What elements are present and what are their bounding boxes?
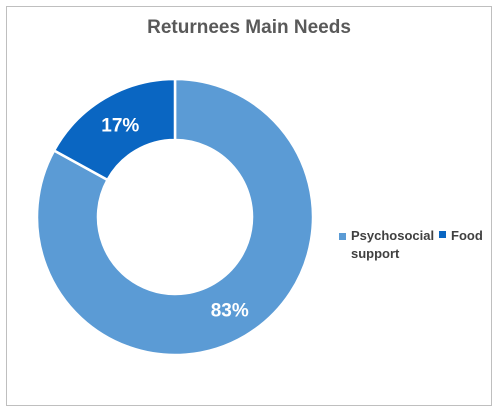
chart-title: Returnees Main Needs (147, 17, 351, 38)
slice-psychosocial (35, 77, 315, 357)
legend-label-food: Food (451, 228, 483, 243)
data-label-psychosocial: 83% (211, 301, 249, 322)
legend-label-psychosocial: Psychosocial support (351, 228, 435, 261)
legend-item-food: Food (439, 227, 483, 245)
slice-food (52, 77, 177, 182)
chart-frame: Returnees Main Needs 83% 17% Psychosocial… (6, 6, 492, 406)
data-label-food: 17% (101, 115, 139, 136)
donut-chart: 83% 17% (35, 77, 315, 357)
legend-item-psychosocial: Psychosocial support (339, 227, 434, 263)
legend-swatch-food (439, 231, 446, 238)
legend-swatch-psychosocial (339, 233, 346, 240)
